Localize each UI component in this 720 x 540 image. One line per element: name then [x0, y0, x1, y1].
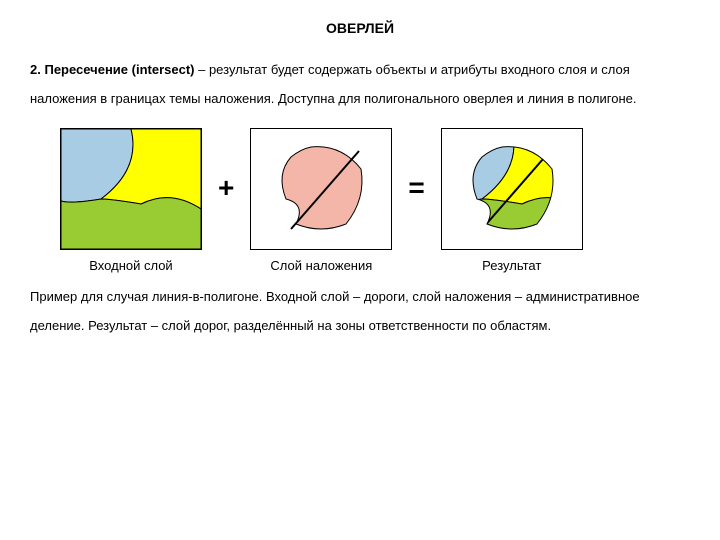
plus-operator: +	[218, 172, 234, 204]
intro-term: Пересечение (intersect)	[44, 62, 194, 77]
example-paragraph: Пример для случая линия-в-полигоне. Вход…	[30, 283, 690, 340]
input-layer-diagram	[60, 128, 202, 250]
intro-num: 2.	[30, 62, 41, 77]
input-caption: Входной слой	[89, 258, 172, 273]
equals-operator: =	[408, 172, 424, 204]
overlay-panel-wrap: Слой наложения	[250, 128, 392, 273]
page-title: ОВЕРЛЕЙ	[30, 20, 690, 36]
result-panel-wrap: Результат	[441, 128, 583, 273]
result-caption: Результат	[482, 258, 541, 273]
intro-paragraph: 2. Пересечение (intersect) – результат б…	[30, 56, 690, 113]
overlay-caption: Слой наложения	[270, 258, 372, 273]
figure-row: Входной слой + Слой наложения = Результа…	[60, 128, 690, 273]
result-layer-diagram	[441, 128, 583, 250]
overlay-layer-diagram	[250, 128, 392, 250]
input-panel-wrap: Входной слой	[60, 128, 202, 273]
